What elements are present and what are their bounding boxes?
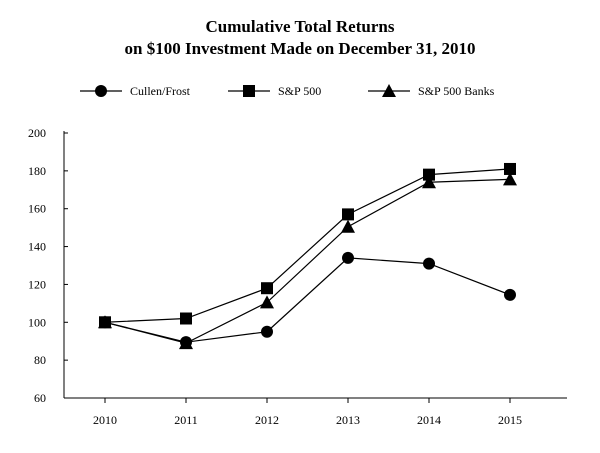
y-tick-label: 140 xyxy=(28,240,46,254)
y-tick-label: 160 xyxy=(28,202,46,216)
data-point-s-p-500 xyxy=(99,316,111,329)
x-tick-label: 2012 xyxy=(255,413,279,427)
legend-label-s-p-500-banks: S&P 500 Banks xyxy=(418,84,495,98)
data-point-cullen-frost xyxy=(504,288,516,301)
x-tick-label: 2013 xyxy=(336,413,360,427)
legend-marker-cullen-frost xyxy=(95,85,107,97)
y-tick-label: 80 xyxy=(34,353,46,367)
legend-marker-s-p-500-banks xyxy=(382,84,396,97)
y-tick-label: 180 xyxy=(28,164,46,178)
series-line-s-p-500 xyxy=(104,168,511,323)
y-tick-label: 100 xyxy=(28,315,46,329)
legend-marker-s-p-500 xyxy=(243,85,255,97)
data-point-cullen-frost xyxy=(261,325,273,338)
data-point-s-p-500 xyxy=(504,162,516,175)
data-point-cullen-frost xyxy=(423,257,435,270)
y-tick-label: 200 xyxy=(28,126,46,140)
x-tick-label: 2014 xyxy=(417,413,441,427)
y-tick-label: 120 xyxy=(28,277,46,291)
data-point-s-p-500-banks xyxy=(503,172,517,186)
legend-label-cullen-frost: Cullen/Frost xyxy=(130,84,191,98)
data-point-cullen-frost xyxy=(180,336,192,349)
chart-title-line-1: Cumulative Total Returns xyxy=(205,17,395,36)
x-tick-label: 2011 xyxy=(174,413,198,427)
data-point-s-p-500 xyxy=(423,168,435,181)
x-tick-label: 2015 xyxy=(498,413,522,427)
data-point-cullen-frost xyxy=(342,251,354,264)
data-point-s-p-500-banks xyxy=(260,295,274,309)
y-tick-label: 60 xyxy=(34,391,46,405)
data-point-s-p-500-banks xyxy=(422,175,436,189)
data-point-s-p-500 xyxy=(261,282,273,295)
data-point-s-p-500-banks xyxy=(341,219,355,233)
chart-title-line-2: on $100 Investment Made on December 31, … xyxy=(124,39,476,58)
data-point-s-p-500 xyxy=(342,208,354,221)
legend-label-s-p-500: S&P 500 xyxy=(278,84,321,98)
series-line-s-p-500-banks xyxy=(104,178,511,344)
series-line-cullen-frost xyxy=(104,257,511,343)
x-tick-label: 2010 xyxy=(93,413,117,427)
data-point-s-p-500 xyxy=(180,312,192,325)
